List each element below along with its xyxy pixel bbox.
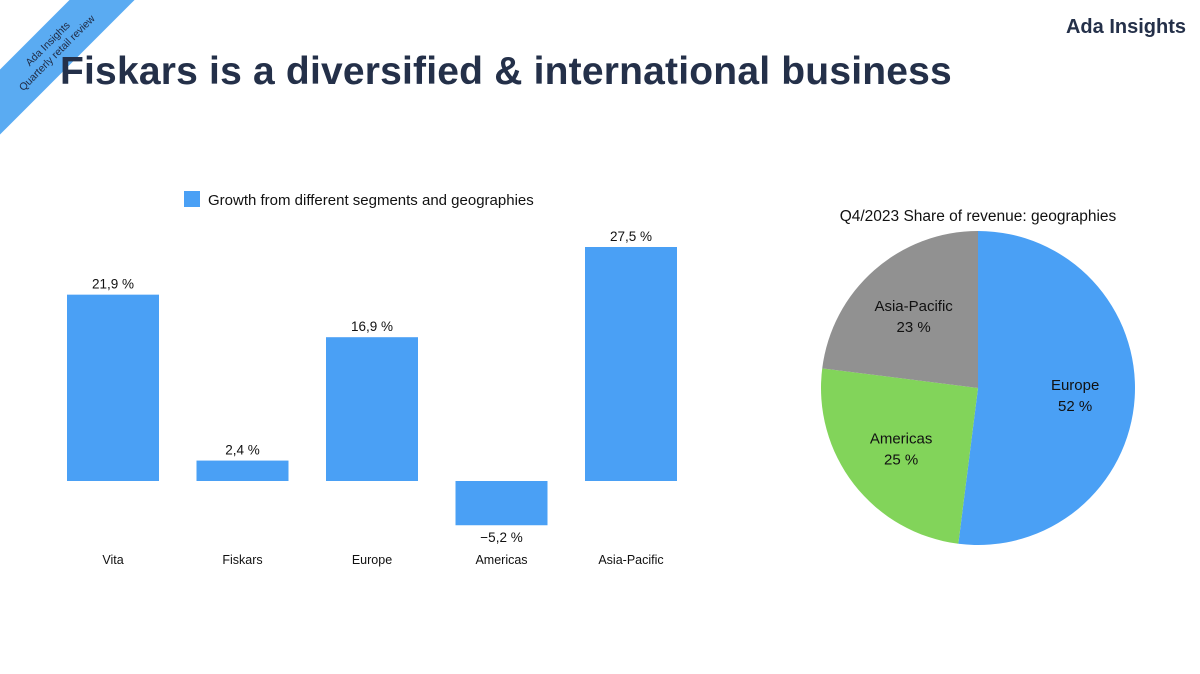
pie-slice-value: 25 % [884,452,918,469]
x-tick-label: Asia-Pacific [598,553,663,567]
bar-data-label: −5,2 % [480,530,522,545]
bar-vita [67,294,159,481]
page-title: Fiskars is a diversified & international… [60,50,952,93]
bar-chart: Growth from different segments and geogr… [67,191,677,567]
brand-logo-text: Ada Insights [1065,16,1186,38]
pie-slice-name: Americas [870,431,933,448]
pie-slice-value: 23 % [897,319,931,336]
bar-data-label: 21,9 % [92,277,134,292]
pie-title: Q4/2023 Share of revenue: geographies [840,208,1117,225]
bar-data-label: 2,4 % [225,443,260,458]
legend-swatch [184,191,200,207]
x-tick-label: Americas [475,553,527,567]
pie-slice-asia-pacific [822,231,978,388]
bar-americas [455,481,548,526]
bar-data-label: 16,9 % [351,319,393,334]
pie-slice-americas [820,368,978,544]
pie-slice-europe [958,231,1135,545]
bar-fiskars [196,460,289,481]
legend-label: Growth from different segments and geogr… [208,192,534,209]
x-tick-label: Fiskars [222,553,262,567]
bar-europe [326,337,418,481]
x-tick-label: Europe [352,553,392,567]
pie-slice-name: Asia-Pacific [874,298,953,315]
bar-data-label: 27,5 % [610,229,652,244]
x-tick-label: Vita [102,553,123,567]
pie-slice-value: 52 % [1058,398,1092,415]
bar-asia-pacific [585,247,677,481]
pie-slice-name: Europe [1051,377,1099,394]
